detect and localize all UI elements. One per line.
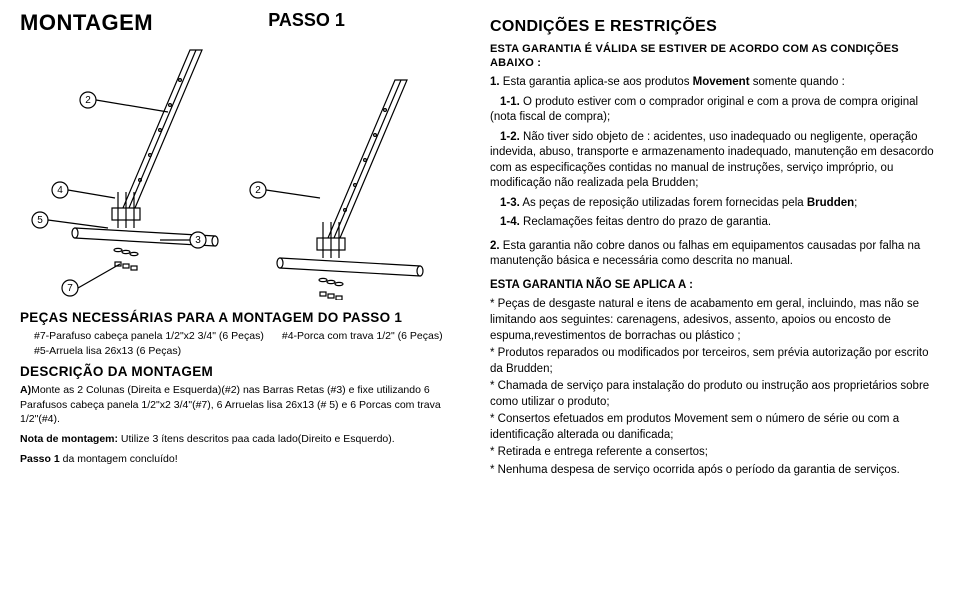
na-1: * Peças de desgaste natural e itens de a… <box>490 297 940 344</box>
page-title: MONTAGEM <box>20 10 153 36</box>
na-5: * Retirada e entrega referente a consert… <box>490 445 940 461</box>
dlabel-5: 5 <box>37 215 43 226</box>
dlabel-3: 3 <box>195 235 201 246</box>
parts-heading: PEÇAS NECESSÁRIAS PARA A MONTAGEM DO PAS… <box>20 310 460 325</box>
not-apply-list: * Peças de desgaste natural e itens de a… <box>490 297 940 478</box>
part-7: #7-Parafuso cabeça panela 1/2"x2 3/4" (6… <box>34 329 264 344</box>
cond-1: 1. Esta garantia aplica-se aos produtos … <box>490 75 940 91</box>
part-5: #5-Arruela lisa 26x13 (6 Peças) <box>34 344 264 359</box>
description-body: A)Monte as 2 Colunas (Direita e Esquerda… <box>20 383 460 466</box>
na-3: * Chamada de serviço para instalação do … <box>490 379 940 410</box>
cond-1-4: 1-4. Reclamações feitas dentro do prazo … <box>490 215 940 231</box>
part-4: #4-Porca com trava 1/2" (6 Peças) <box>282 329 443 344</box>
step-heading: PASSO 1 <box>153 10 460 31</box>
parts-list: #7-Parafuso cabeça panela 1/2"x2 3/4" (6… <box>20 329 460 358</box>
desc-heading: DESCRIÇÃO DA MONTAGEM <box>20 364 460 379</box>
note-text: Utilize 3 ítens descritos paa cada lado(… <box>118 433 395 445</box>
dlabel-7: 7 <box>67 283 73 294</box>
cond-1-3: 1-3. As peças de reposição utilizadas fo… <box>490 196 940 212</box>
cond-1-1: 1-1. O produto estiver com o comprador o… <box>490 95 940 126</box>
na-6: * Nenhuma despesa de serviço ocorrida ap… <box>490 463 940 479</box>
done-label: Passo 1 <box>20 453 60 465</box>
na-2: * Produtos reparados ou modificados por … <box>490 346 940 377</box>
na-4: * Consertos efetuados em produtos Moveme… <box>490 412 940 443</box>
desc-a: Monte as 2 Colunas (Direita e Esquerda)(… <box>20 384 441 424</box>
note-label: Nota de montagem: <box>20 433 118 445</box>
cond-2: 2. Esta garantia não cobre danos ou falh… <box>490 239 940 270</box>
right-column: CONDIÇÕES E RESTRIÇÕES ESTA GARANTIA É V… <box>490 10 940 581</box>
dlabel-2a: 2 <box>85 95 91 106</box>
left-column: MONTAGEM PASSO 1 <box>20 10 460 581</box>
conditions-title: CONDIÇÕES E RESTRIÇÕES <box>490 16 940 38</box>
conditions-sub: ESTA GARANTIA É VÁLIDA SE ESTIVER DE ACO… <box>490 42 940 72</box>
cond-1-2: 1-2. Não tiver sido objeto de : acidente… <box>490 130 940 192</box>
dlabel-2b: 2 <box>255 185 261 196</box>
done-text: da montagem concluído! <box>60 453 178 465</box>
assembly-diagram: 2 4 5 3 7 2 <box>20 40 460 300</box>
not-apply-title: ESTA GARANTIA NÃO SE APLICA A : <box>490 278 940 294</box>
dlabel-4: 4 <box>57 185 63 196</box>
